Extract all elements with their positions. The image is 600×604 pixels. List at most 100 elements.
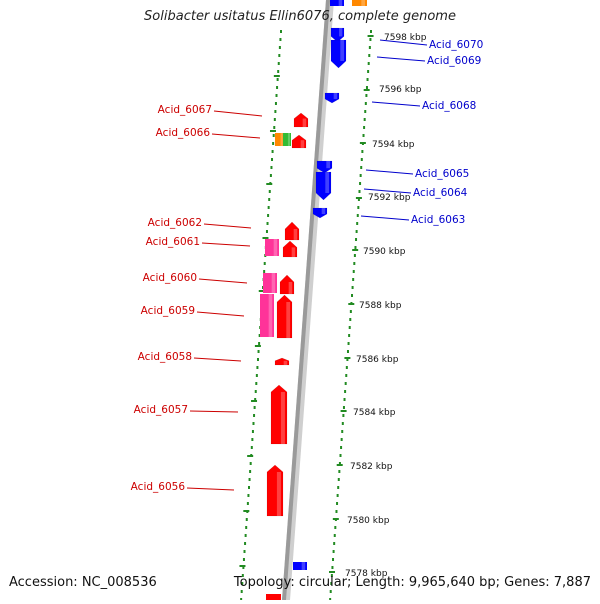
gene-label-acid_6062: Acid_6062 [148,217,202,229]
track-dot [267,214,270,217]
gene-acid-6060-a [263,273,277,293]
track-dot [276,78,279,81]
track-dot [278,46,281,49]
gene-acid-6066-b [283,133,291,146]
track-dot [336,494,339,497]
track-dot [333,534,336,537]
gene-acid-6063-shade [321,208,326,214]
gene-acid-6068-shade [333,93,338,99]
track-dot [245,526,248,529]
gene-label-acid_6061: Acid_6061 [146,236,200,248]
accession-text: Accession: NC_008536 [9,575,157,590]
track-dot [256,366,259,369]
track-dot [349,310,352,313]
track-dot [248,478,251,481]
gene-acid-6064-shade [325,172,330,193]
track-dot [358,190,361,193]
track-dot [360,158,363,161]
track-dot [242,558,245,561]
right-tick [355,197,362,199]
track-dot [279,38,282,41]
gene-acid-6069 [330,39,347,69]
track-dot [266,222,269,225]
track-dot [268,190,271,193]
track-dot [277,70,280,73]
track-dot [346,358,349,361]
ruler-label: 7580 kbp [347,516,390,526]
right-track-guide [329,30,374,601]
track-dot [356,222,359,225]
track-dot [335,510,338,513]
track-dot [241,582,244,585]
track-dot [363,118,366,121]
left-tick [262,237,269,239]
right-tick [367,35,374,37]
track-dot [363,126,366,129]
gene-label-acid_6070: Acid_6070 [429,39,483,51]
gene-acid-6061-b-shade [291,247,296,257]
gene-acid-6070-shade [339,28,343,37]
track-dot [247,494,250,497]
track-dot [338,470,341,473]
track-dot [272,142,275,145]
gene-acid-6063 [312,207,328,219]
gene-leader-line [189,410,239,413]
track-dot [274,110,277,113]
gene-label-acid_6057: Acid_6057 [134,404,188,416]
track-dot [348,326,351,329]
gene-leader-line [201,242,251,247]
right-tick [363,89,370,91]
track-dot [355,238,358,241]
gene-acid-6066-c-shade [300,140,305,148]
track-dot [367,62,370,65]
gene-leader-line [371,101,421,107]
gene-partial-top-orange-shade [361,0,366,6]
track-dot [258,334,261,337]
track-dot [275,94,278,97]
track-dot [257,350,260,353]
ruler-label: 7594 kbp [372,140,415,150]
left-tick [254,345,261,347]
track-dot [365,86,368,89]
gene-acid-6062 [284,221,300,241]
track-dot [353,254,356,257]
gene-acid-6066-c [291,134,307,149]
track-dot [277,62,280,65]
gene-partial-top-blue [330,0,344,6]
track-dot [343,398,346,401]
track-dot [355,230,358,233]
gene-label-acid_6067: Acid_6067 [158,104,212,116]
gene-partial-bottom-blue-shade [301,562,306,570]
map-title: Solibacter usitatus Ellin6076, complete … [144,9,456,24]
gene-label-acid_6064: Acid_6064 [413,187,468,199]
gene-leader-line [186,487,235,491]
ruler-label: 7588 kbp [359,301,402,311]
right-tick [336,464,343,466]
track-dot [332,550,335,553]
track-dot [365,94,368,97]
left-tick [266,183,273,185]
left-tick [251,400,258,402]
track-dot [342,414,345,417]
gene-partial-bottom-red [266,594,281,600]
track-dot [340,438,343,441]
gene-acid-6066-b-shade [287,133,290,146]
track-dot [338,462,341,465]
track-dot [354,246,357,249]
gene-acid-6069-shade [340,40,345,61]
track-dot [255,374,258,377]
track-dot [352,270,355,273]
track-dot [251,438,254,441]
gene-acid-6067-shade [302,118,307,127]
track-dot [241,574,244,577]
gene-label-acid_6069: Acid_6069 [427,55,481,67]
track-dot [254,398,257,401]
gene-acid-6060-b [279,274,295,295]
gene-acid-6064 [315,171,332,201]
track-dot [360,166,363,169]
gene-label-acid_6063: Acid_6063 [411,214,465,226]
gene-leader-line [213,110,263,117]
track-dot [333,542,336,545]
